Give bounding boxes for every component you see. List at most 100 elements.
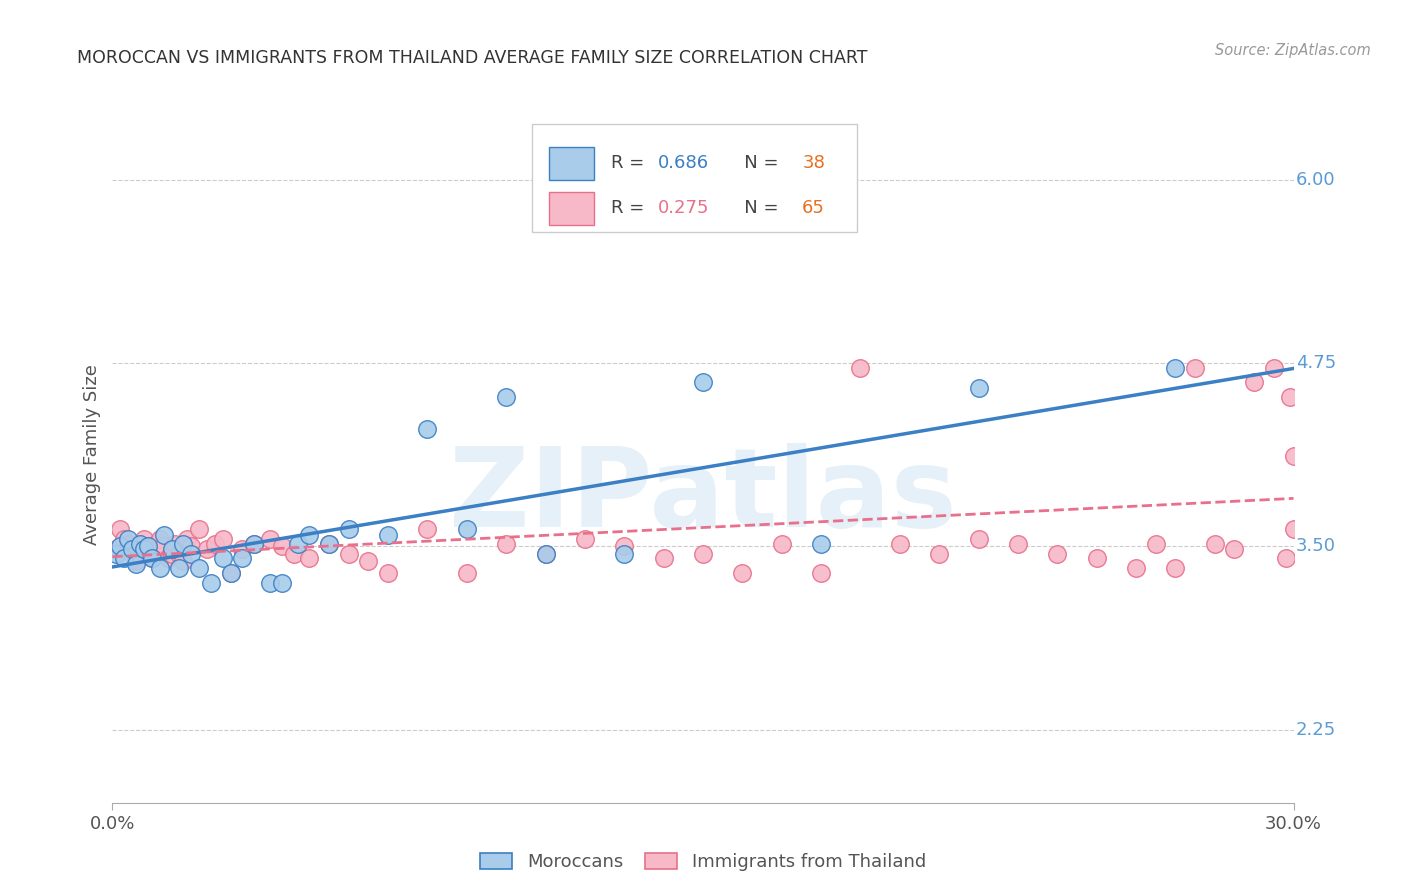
Point (337, 547, 360, 561)
Point (172, 536, 194, 550)
Point (259, 532, 281, 546)
Point (160, 547, 183, 561)
Point (141, 551, 163, 566)
Text: 4.75: 4.75 (1296, 354, 1336, 372)
Point (110, 522, 132, 536)
Point (231, 542, 253, 557)
Point (165, 536, 187, 550)
Point (1278, 390, 1301, 404)
Text: 3.50: 3.50 (1296, 538, 1336, 556)
Point (1243, 376, 1265, 390)
Point (156, 551, 179, 566)
Point (145, 536, 167, 550)
Point (495, 536, 517, 550)
Point (692, 376, 714, 390)
Point (152, 540, 174, 554)
Point (298, 527, 321, 541)
Point (243, 536, 266, 550)
Point (176, 532, 198, 546)
FancyBboxPatch shape (550, 146, 595, 180)
Point (1263, 360, 1285, 375)
Point (377, 566, 399, 580)
Point (1144, 536, 1167, 550)
Point (270, 540, 292, 554)
FancyBboxPatch shape (531, 124, 856, 232)
Point (416, 422, 439, 436)
Point (117, 536, 139, 550)
Point (810, 536, 832, 550)
Point (219, 566, 242, 580)
Point (117, 532, 139, 546)
Point (231, 551, 253, 566)
Point (125, 557, 148, 571)
Point (105, 547, 128, 561)
Text: 6.00: 6.00 (1296, 171, 1336, 189)
Point (1007, 536, 1029, 550)
Point (160, 542, 183, 557)
Point (243, 536, 266, 550)
Point (1204, 536, 1226, 550)
Point (180, 540, 202, 554)
Point (1046, 547, 1069, 561)
Point (105, 542, 128, 557)
Point (534, 547, 557, 561)
Point (1223, 542, 1246, 557)
Point (574, 532, 596, 546)
Point (132, 542, 155, 557)
Point (1184, 360, 1206, 375)
Point (110, 540, 132, 554)
Point (613, 547, 636, 561)
Text: N =: N = (727, 199, 785, 217)
Point (121, 547, 143, 561)
Point (172, 554, 194, 568)
Point (1164, 360, 1187, 375)
Point (770, 536, 793, 550)
Text: R =: R = (610, 153, 650, 171)
Point (112, 551, 135, 566)
Point (136, 540, 159, 554)
Point (1085, 551, 1108, 566)
Point (298, 551, 321, 566)
Point (1164, 561, 1187, 575)
Point (456, 522, 478, 536)
Point (692, 547, 714, 561)
Point (129, 536, 152, 550)
Point (416, 522, 439, 536)
Point (211, 551, 233, 566)
Point (337, 522, 360, 536)
Text: 2.25: 2.25 (1296, 721, 1336, 739)
Text: N =: N = (727, 153, 785, 171)
Point (152, 527, 174, 541)
Point (1282, 449, 1305, 463)
Text: R =: R = (610, 199, 650, 217)
Point (149, 561, 172, 575)
Point (318, 536, 340, 550)
Point (377, 527, 399, 541)
Point (967, 532, 990, 546)
Point (967, 381, 990, 395)
Text: 38: 38 (803, 153, 825, 171)
Point (188, 522, 211, 536)
Point (270, 576, 292, 591)
Text: 0.686: 0.686 (658, 153, 709, 171)
Point (810, 566, 832, 580)
Point (169, 547, 191, 561)
Point (125, 554, 148, 568)
Point (129, 536, 152, 550)
Point (495, 390, 517, 404)
Text: Source: ZipAtlas.com: Source: ZipAtlas.com (1215, 43, 1371, 58)
Point (188, 561, 211, 575)
Point (889, 536, 911, 550)
Point (169, 561, 191, 575)
Text: 65: 65 (803, 199, 825, 217)
Text: MOROCCAN VS IMMIGRANTS FROM THAILAND AVERAGE FAMILY SIZE CORRELATION CHART: MOROCCAN VS IMMIGRANTS FROM THAILAND AVE… (77, 49, 868, 67)
Point (318, 536, 340, 550)
Point (259, 576, 281, 591)
Point (149, 532, 172, 546)
Point (1125, 561, 1147, 575)
Point (211, 532, 233, 546)
Point (141, 551, 163, 566)
Point (849, 360, 872, 375)
Point (1274, 551, 1296, 566)
Point (204, 536, 226, 550)
